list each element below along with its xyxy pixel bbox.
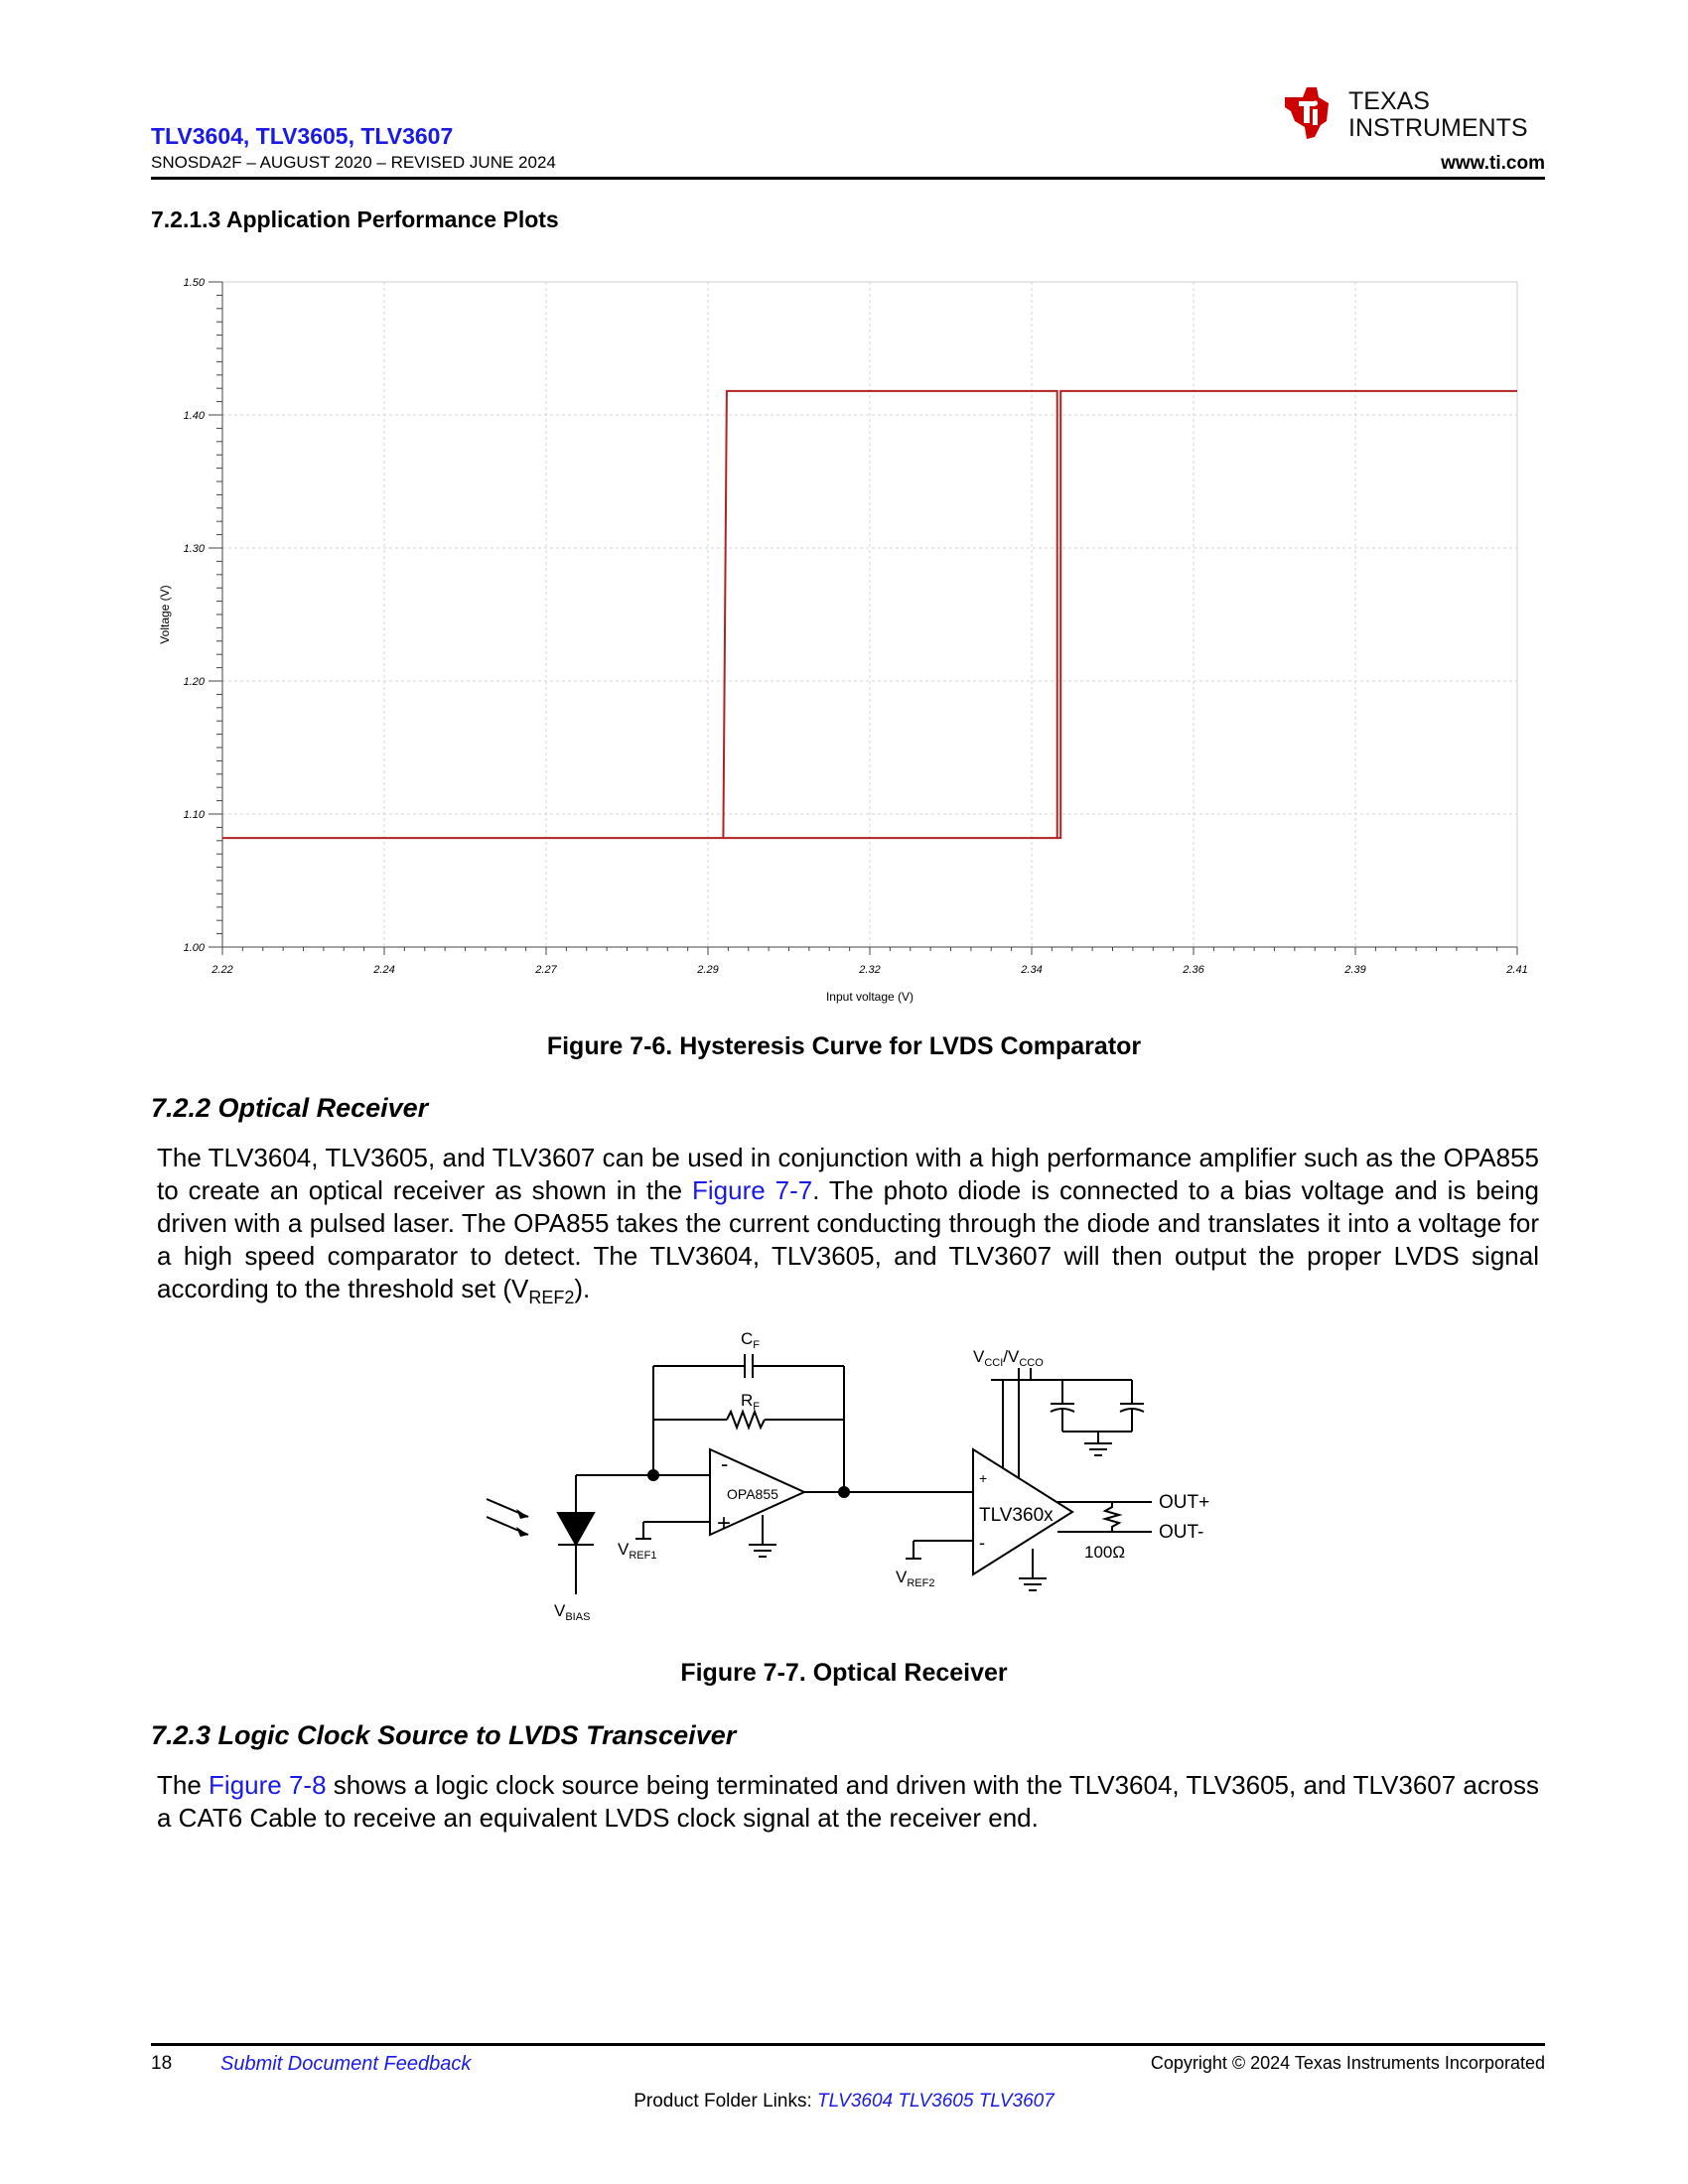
paragraph-text: ). (574, 1274, 591, 1303)
y-tick-label: 1.20 (184, 676, 206, 688)
figure-7-8-link[interactable]: Figure 7-8 (209, 1770, 327, 1800)
page-number: 18 (151, 2053, 173, 2074)
hysteresis-line (222, 389, 1517, 840)
tlv360x-triangle (972, 1447, 1074, 1576)
figure-caption-7-6: Figure 7-6. Hysteresis Curve for LVDS Co… (546, 1032, 1142, 1060)
junction-node (838, 1486, 850, 1498)
subsection-heading: 7.2.1.3 Application Performance Plots (151, 206, 559, 232)
ti-logo[interactable]: TEXAS INSTRUMENTS (1277, 81, 1545, 141)
rf-label: RF (741, 1391, 760, 1413)
optical-receiver-paragraph: The TLV3604, TLV3605, and TLV3607 can be… (157, 1142, 1539, 1314)
x-axis-label: Input voltage (V) (826, 990, 914, 1004)
comparator-plus-sign: + (979, 1470, 987, 1486)
junction-node (647, 1469, 659, 1481)
chart-axes (209, 281, 1518, 955)
paragraph-text: The TLV3604, TLV3605, and TLV3607 can be… (157, 1143, 1539, 1205)
hysteresis-chart: 2.22 2.24 2.27 2.29 2.32 2.34 2.36 2.39 2.41 1.00… (158, 277, 1528, 1004)
termination-resistor (1101, 1502, 1123, 1532)
y-tick-label: 1.30 (184, 543, 206, 555)
light-arrowhead-2 (516, 1527, 528, 1537)
paragraph-text: The (157, 1770, 210, 1800)
optical-receiver-circuit: CF RF - OPA855 + + TLV360x - VCCI/VCCO O… (486, 1329, 1209, 1623)
footer-rule (151, 2043, 1545, 2046)
x-tick-label: 2.39 (1343, 964, 1365, 976)
x-tick-label: 2.22 (211, 964, 232, 976)
product-folder-link[interactable]: TLV3604 TLV3605 TLV3607 (817, 2091, 1055, 2112)
x-tick-label: 2.32 (858, 964, 880, 976)
website-link[interactable]: www.ti.com (1441, 153, 1545, 174)
y-tick-label: 1.40 (184, 410, 206, 422)
figure-7-7-link[interactable]: Figure 7-7 (692, 1175, 813, 1205)
resistor-value-label: 100Ω (1084, 1543, 1125, 1562)
product-folder-links: Product Folder Links: TLV3604 TLV3605 TL… (0, 2091, 1688, 2113)
y-tick-label: 1.10 (184, 809, 206, 821)
logic-clock-paragraph: The Figure 7-8 shows a logic clock sourc… (157, 1769, 1539, 1835)
copyright-notice: Copyright © 2024 Texas Instruments Incor… (1150, 2053, 1545, 2073)
vref1-label: VREF1 (618, 1540, 656, 1562)
opamp-name: OPA855 (727, 1486, 778, 1502)
product-folder-label: Product Folder Links: (633, 2091, 818, 2112)
chart-tick-labels: 2.22 2.24 2.27 2.29 2.32 2.34 2.36 2.39 2.41 1.00… (184, 277, 1528, 976)
x-tick-label: 2.27 (534, 964, 557, 976)
vbias-label: VBIAS (554, 1601, 590, 1623)
section-heading-optical-receiver: 7.2.2 Optical Receiver (151, 1093, 429, 1123)
opamp-plus-sign: + (717, 1510, 731, 1537)
cf-label: CF (741, 1329, 760, 1351)
paragraph-subscript: REF2 (528, 1288, 575, 1308)
x-tick-label: 2.24 (372, 964, 394, 976)
x-tick-label: 2.34 (1020, 964, 1042, 976)
y-tick-label: 1.50 (184, 277, 206, 289)
comparator-minus-sign: - (979, 1533, 985, 1553)
section-heading-logic-clock: 7.2.3 Logic Clock Source to LVDS Transce… (151, 1720, 737, 1750)
logo-text-instruments: INSTRUMENTS (1348, 114, 1528, 141)
photodiode (556, 1512, 596, 1548)
logo-text-texas: TEXAS (1348, 87, 1430, 115)
out-plus-label: OUT+ (1159, 1492, 1209, 1513)
rf-resistor (726, 1409, 766, 1431)
document-revision: SNOSDA2F – AUGUST 2020 – REVISED JUNE 20… (151, 153, 556, 172)
header-rule (151, 177, 1545, 180)
chart-grid (221, 281, 1518, 948)
y-axis-label: Voltage (V) (158, 585, 172, 643)
x-tick-label: 2.41 (1505, 964, 1527, 976)
supply-label: VCCI/VCCO (973, 1347, 1044, 1369)
y-tick-label: 1.00 (184, 942, 206, 954)
x-tick-label: 2.36 (1182, 964, 1204, 976)
submit-feedback-link[interactable]: Submit Document Feedback (220, 2053, 472, 2075)
x-tick-label: 2.29 (696, 964, 718, 976)
comparator-name: TLV360x (979, 1505, 1054, 1526)
opa855-triangle (709, 1447, 807, 1537)
out-minus-label: OUT- (1159, 1522, 1203, 1543)
paragraph-text: . The photo diode is connected to a bias… (157, 1175, 1539, 1303)
vref2-label: VREF2 (896, 1568, 934, 1589)
figure-caption-7-7: Figure 7-7. Optical Receiver (680, 1659, 1008, 1687)
ti-logo-icon (1285, 87, 1329, 139)
paragraph-text: shows a logic clock source being termina… (157, 1770, 1540, 1833)
document-title[interactable]: TLV3604, TLV3605, TLV3607 (151, 123, 454, 149)
plot-frame (221, 281, 1518, 948)
opamp-minus-sign: - (721, 1451, 728, 1476)
light-arrowhead-1 (516, 1509, 528, 1519)
